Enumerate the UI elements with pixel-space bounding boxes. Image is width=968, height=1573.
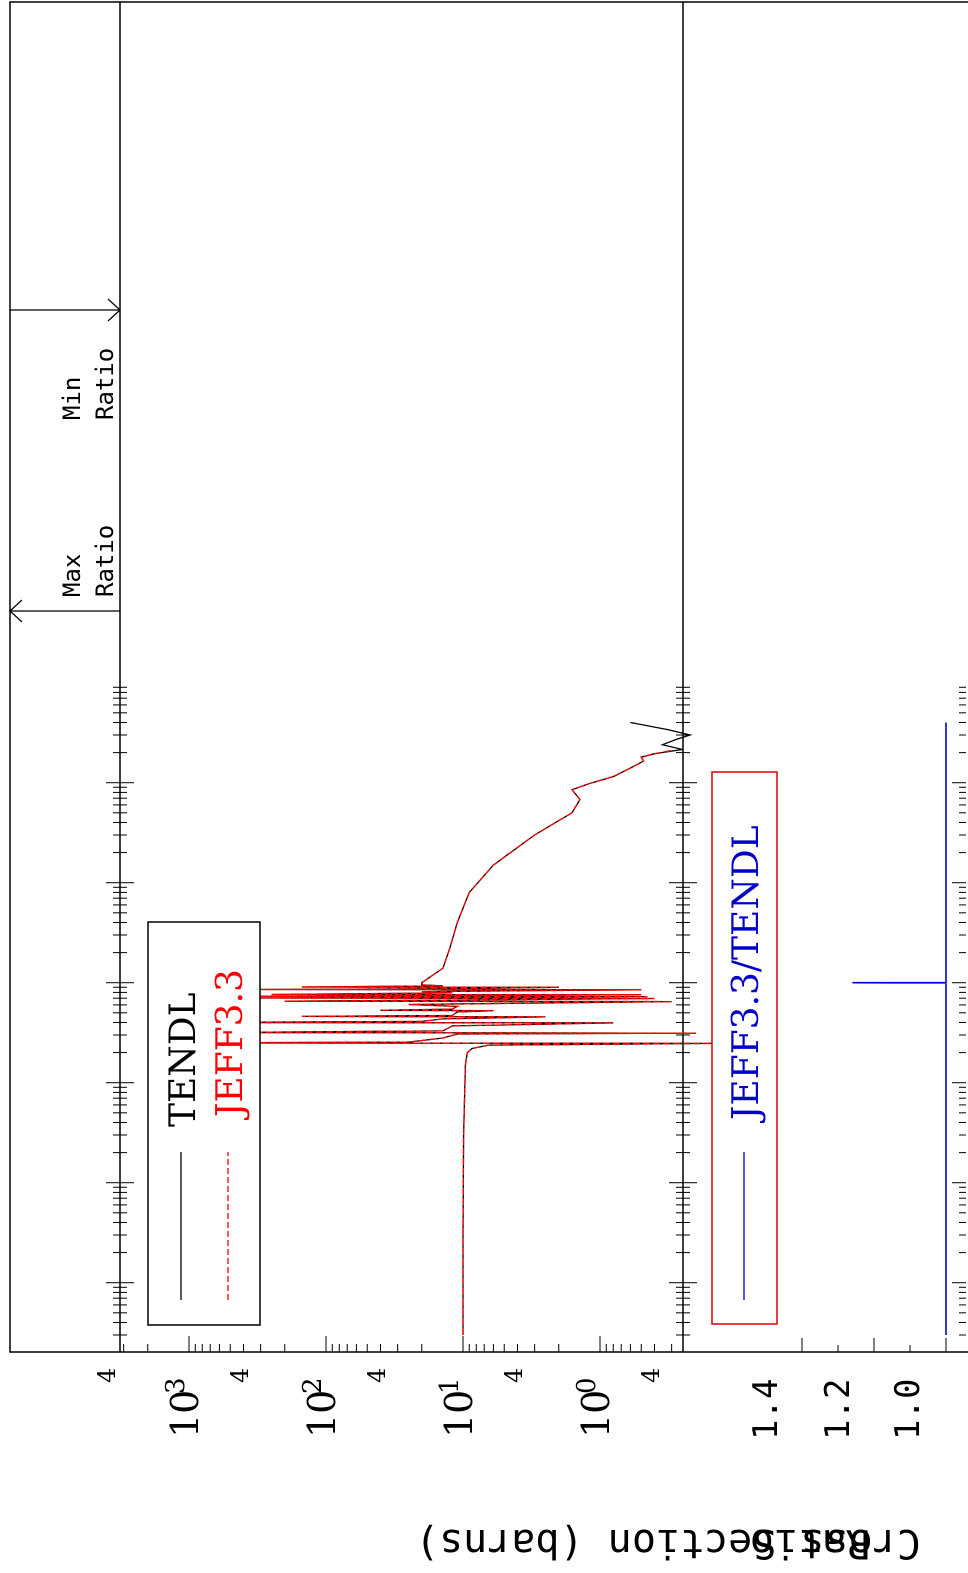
minor-label-3: 4 <box>500 1368 528 1383</box>
minor-label-4: 4 <box>637 1368 665 1383</box>
y-tick-labels: 10 3 10 2 10 1 10 0 4 4 4 4 4 <box>93 1368 665 1438</box>
max-ratio-label-1: Max <box>58 554 86 597</box>
legend-label-ratio: JEFF3.3/TENDL <box>726 825 767 1124</box>
legend-label-tendl: TENDL <box>163 992 204 1127</box>
svg-text:3: 3 <box>161 1377 191 1394</box>
max-ratio-label-2: Ratio <box>91 525 119 597</box>
x-axis-ticks <box>106 686 966 1336</box>
ratio-tick-1.0: 1.0 <box>888 1379 928 1440</box>
svg-text:0: 0 <box>572 1377 602 1394</box>
legend-cross-section: TENDL JEFF3.3 <box>147 921 261 1326</box>
minor-label-2: 4 <box>363 1368 391 1383</box>
min-ratio-label-2: Ratio <box>91 348 119 420</box>
ratio-tick-1.4: 1.4 <box>746 1379 786 1440</box>
svg-text:10: 10 <box>574 1390 618 1438</box>
minor-label-5: 4 <box>93 1368 121 1383</box>
ytick-1: 10 0 <box>572 1377 618 1438</box>
ytick-100: 10 2 <box>298 1377 344 1438</box>
y-axis-title: Cross Section (barns) <box>415 1520 921 1566</box>
ytick-1000: 10 3 <box>161 1377 207 1438</box>
main-panel-frame <box>9 1 968 1353</box>
max-ratio-marker: Max Ratio <box>9 525 120 623</box>
min-ratio-label-1: Min <box>58 377 86 420</box>
legend-label-jeff33: JEFF3.3 <box>210 969 251 1121</box>
series-jeff33 <box>164 749 722 1335</box>
ratio-tick-labels: 1.4 1.2 1.0 <box>746 1379 928 1440</box>
minor-label-1: 4 <box>226 1368 254 1383</box>
ytick-10: 10 1 <box>435 1377 481 1438</box>
svg-text:10: 10 <box>163 1390 207 1438</box>
ratio-axis-title: Ratio <box>750 1520 870 1566</box>
legend-ratio: JEFF3.3/TENDL <box>711 771 778 1325</box>
svg-text:2: 2 <box>298 1377 328 1394</box>
min-ratio-marker: Min Ratio <box>10 298 121 420</box>
y-axis-ticks <box>123 1336 947 1352</box>
ratio-tick-1.2: 1.2 <box>818 1379 858 1440</box>
svg-text:1: 1 <box>435 1377 465 1394</box>
svg-text:10: 10 <box>437 1390 481 1438</box>
svg-text:10: 10 <box>300 1390 344 1438</box>
series-ratio <box>852 722 947 1335</box>
